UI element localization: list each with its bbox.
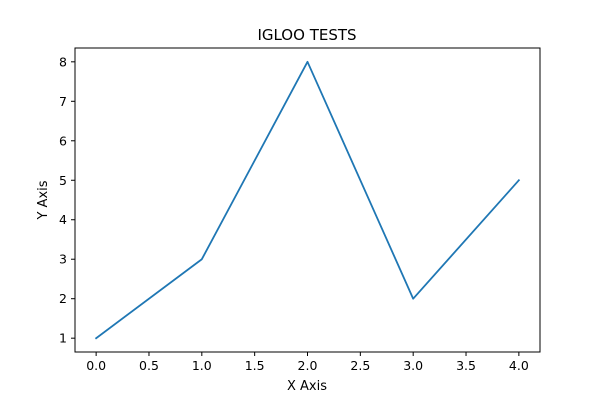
x-tick-label: 2.5: [350, 358, 370, 373]
x-tick-label: 2.0: [298, 358, 318, 373]
x-tick-label: 1.5: [245, 358, 265, 373]
x-axis-ticks: 0.0 0.5 1.0 1.5 2.0 2.5 3.0 3.5 4.0: [86, 352, 529, 373]
chart-title: IGLOO TESTS: [257, 26, 356, 44]
plot-frame: [74, 47, 541, 353]
plot-area: [74, 47, 541, 353]
y-tick-label: 3: [59, 252, 67, 267]
series-line: [94, 60, 521, 340]
x-axis-label: X Axis: [287, 379, 327, 394]
y-tick-label: 2: [59, 291, 67, 306]
series-layer: [94, 60, 521, 340]
x-tick-label: 0.0: [86, 358, 106, 373]
x-tick-label: 4.0: [509, 358, 529, 373]
y-tick-label: 7: [59, 94, 67, 109]
y-tick-label: 4: [59, 212, 67, 227]
x-tick-label: 3.0: [403, 358, 423, 373]
x-tick-label: 1.0: [192, 358, 212, 373]
y-axis-label: Y Axis: [36, 180, 51, 220]
y-tick-label: 1: [59, 331, 67, 346]
y-tick-label: 5: [59, 173, 67, 188]
y-axis-ticks: 1 2 3 4 5 6 7 8: [59, 54, 75, 346]
x-tick-label: 0.5: [139, 358, 159, 373]
data-point: [306, 60, 310, 64]
data-point: [517, 178, 521, 182]
data-point: [411, 297, 415, 301]
x-tick-label: 3.5: [456, 358, 476, 373]
data-point: [200, 257, 204, 261]
y-tick-label: 8: [59, 54, 67, 69]
data-point: [94, 336, 98, 340]
y-tick-label: 6: [59, 133, 67, 148]
